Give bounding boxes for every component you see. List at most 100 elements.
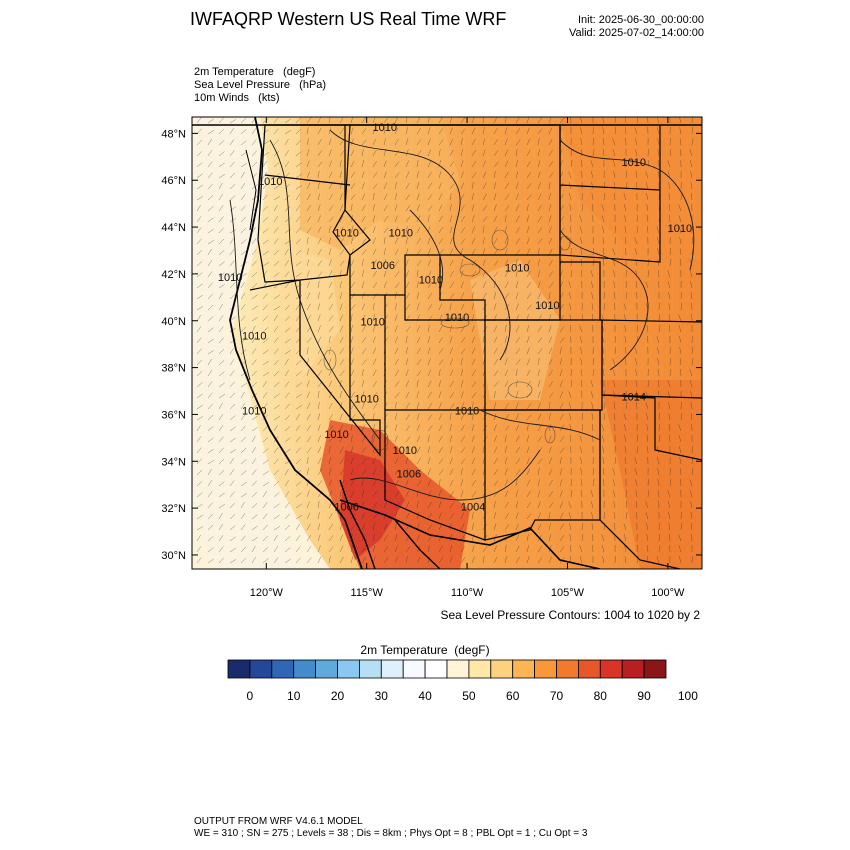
wind-barb [438,139,444,146]
wind-barb [405,281,410,289]
wind-barb [405,336,408,344]
wind-barb [372,457,376,465]
lat-tick-label: 30°N [161,550,186,562]
wind-barb [612,369,616,377]
wind-barb [625,501,627,509]
wind-barb [526,556,530,564]
wind-barb [207,513,213,520]
wind-barb [526,457,530,465]
wind-barb [656,457,660,465]
wind-barb [601,204,605,212]
wind-barb [636,435,638,443]
wind-barb [394,161,400,168]
wind-barb [679,226,682,234]
wind-barb [471,237,476,245]
wind-barb [580,237,583,245]
wind-barb [207,524,214,531]
wind-barb [317,545,321,553]
wind-barb [196,481,203,487]
wind-barb [667,490,671,498]
isobar [559,139,695,271]
wind-barb [372,193,375,201]
wind-barb [372,479,377,487]
wind-barb [537,348,543,355]
isobar-label: 1010 [242,330,266,342]
wind-barb [646,204,649,212]
wind-barb [383,171,387,179]
wind-barb [460,447,466,454]
wind-barb [634,347,638,355]
wind-barb [295,546,301,553]
wind-barb [251,491,258,498]
wind-barb [460,160,464,168]
wind-barb [284,327,291,333]
wind-barb [427,149,432,157]
wind-barb [251,446,257,454]
wind-barb [284,259,290,267]
wind-barb [328,182,333,190]
wind-barb [526,490,531,498]
wind-barb [229,502,236,509]
wind-barb [207,327,214,333]
wind-barb [548,193,551,201]
wind-barb [372,534,375,542]
wind-barb [405,205,411,212]
wind-barb [635,281,638,289]
wind-barb [196,404,203,410]
wind-barb [383,127,386,135]
wind-barb [592,248,594,256]
wind-barb [449,259,454,267]
wind-barb [273,196,281,201]
wind-barb [262,513,268,520]
wind-barb [262,482,270,487]
isobar [559,229,649,371]
wind-barb [240,546,246,553]
isobar-label: 1006 [397,469,421,481]
wind-barb [625,127,627,135]
wind-barb [262,205,269,212]
terrain-contour [559,235,571,251]
wind-barb [537,325,542,333]
wind-barb [196,458,202,465]
wind-barb [526,194,532,201]
wind-barb [339,347,344,355]
wind-barb [372,138,377,146]
wind-barb [635,160,638,168]
wind-barb [350,556,354,564]
wind-barb [449,293,455,300]
wind-barb [515,458,521,465]
wind-barb [449,204,452,212]
wind-barb [548,413,551,421]
isobar-label: 1010 [242,405,266,417]
wind-barb [471,545,475,553]
lon-tick-label: 105°W [551,587,585,599]
wind-barb [339,480,345,487]
wind-barb [613,270,616,278]
wind-barb [427,435,430,443]
wind-barb [207,547,214,553]
wind-barb [449,468,454,476]
wind-barb [394,435,398,443]
map-frame [191,116,703,570]
wind-barb [449,369,454,377]
wind-barb [526,479,531,487]
wind-barb [427,468,431,476]
wind-barb [328,160,333,168]
wind-barb [273,393,280,399]
wind-barb [394,182,397,190]
wind-barb [460,490,464,498]
wind-barb [317,391,320,399]
wind-barb [328,546,334,553]
wind-barb [229,359,235,366]
wind-barb [328,402,333,410]
wind-barb [207,150,213,157]
wind-barb [427,281,432,289]
wind-barb [515,303,519,311]
wind-barb [295,447,301,454]
wind-barb [427,490,432,498]
wind-barb [612,149,616,157]
wind-barb [515,369,518,377]
wind-barb [603,402,605,410]
wind-barb [559,227,565,234]
